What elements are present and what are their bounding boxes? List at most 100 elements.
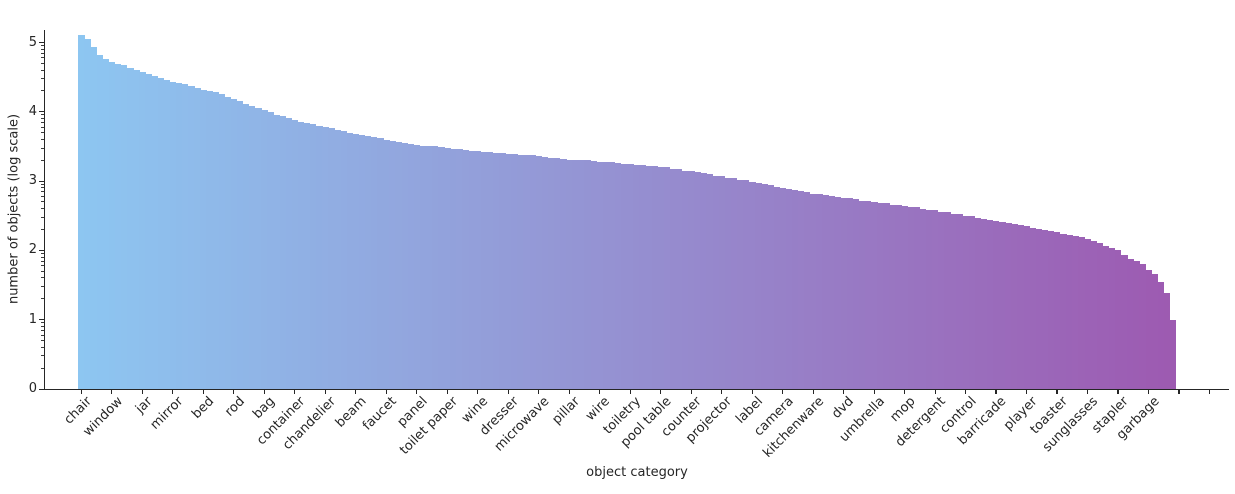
x-major-tick bbox=[751, 389, 753, 394]
bar bbox=[163, 79, 171, 389]
bar bbox=[358, 135, 366, 389]
bar bbox=[188, 86, 195, 389]
x-major-tick bbox=[782, 389, 784, 394]
bar bbox=[980, 218, 988, 389]
y-minor-tick bbox=[41, 260, 44, 262]
bar bbox=[505, 154, 512, 389]
bar bbox=[175, 82, 183, 389]
y-minor-tick bbox=[41, 367, 44, 369]
bar bbox=[462, 149, 469, 389]
bar bbox=[157, 77, 164, 389]
bar bbox=[1139, 264, 1146, 389]
bar bbox=[212, 92, 219, 389]
bar bbox=[858, 200, 866, 389]
x-major-tick bbox=[1147, 389, 1150, 394]
bar bbox=[1017, 224, 1024, 389]
x-major-tick bbox=[1086, 389, 1089, 394]
bar bbox=[96, 54, 104, 389]
bar bbox=[810, 193, 817, 389]
y-minor-tick bbox=[41, 277, 44, 279]
y-axis-spine bbox=[44, 30, 46, 390]
bar bbox=[401, 142, 408, 389]
bar bbox=[255, 108, 262, 389]
bar bbox=[755, 183, 762, 389]
bar bbox=[450, 148, 457, 389]
y-minor-tick bbox=[41, 138, 44, 140]
bar bbox=[657, 166, 665, 389]
bar bbox=[840, 197, 848, 389]
bar bbox=[297, 121, 305, 389]
bar bbox=[523, 155, 530, 389]
bar bbox=[1060, 233, 1067, 389]
y-major-tick bbox=[39, 42, 44, 44]
x-major-tick bbox=[812, 389, 814, 394]
bar bbox=[181, 84, 189, 389]
bar bbox=[486, 151, 494, 389]
x-major-tick bbox=[355, 389, 357, 394]
bar bbox=[584, 160, 591, 389]
bar bbox=[791, 190, 799, 389]
bar bbox=[602, 161, 610, 389]
bar bbox=[413, 145, 421, 389]
y-minor-tick bbox=[41, 45, 44, 47]
bar bbox=[468, 150, 476, 389]
bar bbox=[383, 139, 390, 389]
bar bbox=[608, 162, 616, 389]
y-minor-tick bbox=[41, 265, 44, 267]
bar bbox=[1041, 229, 1049, 389]
y-minor-tick bbox=[41, 62, 44, 64]
bar bbox=[962, 215, 969, 389]
bar bbox=[950, 213, 957, 389]
y-minor-tick bbox=[41, 322, 44, 324]
y-tick-label: 4 bbox=[28, 103, 37, 119]
y-minor-tick bbox=[41, 286, 44, 288]
bar bbox=[1090, 241, 1098, 389]
y-minor-tick bbox=[41, 187, 44, 189]
y-minor-tick bbox=[41, 346, 44, 348]
bar bbox=[346, 132, 354, 389]
bar bbox=[712, 175, 719, 389]
x-major-tick bbox=[995, 389, 997, 394]
bar bbox=[328, 128, 335, 389]
x-tick-label: rod bbox=[221, 394, 248, 420]
bar bbox=[352, 133, 360, 389]
y-tick-label: 2 bbox=[28, 242, 37, 258]
y-minor-tick bbox=[41, 195, 44, 197]
bar bbox=[169, 82, 177, 389]
x-major-tick bbox=[202, 389, 204, 394]
bar bbox=[334, 129, 341, 389]
bar bbox=[279, 115, 286, 389]
x-major-tick bbox=[1056, 389, 1058, 394]
y-tick-label: 3 bbox=[28, 173, 37, 189]
x-major-tick bbox=[873, 389, 875, 394]
bar bbox=[932, 210, 939, 389]
bar bbox=[151, 75, 158, 389]
y-minor-tick bbox=[41, 118, 44, 120]
bar bbox=[864, 201, 872, 389]
x-tick-label: faucet bbox=[360, 394, 400, 434]
bar bbox=[389, 140, 396, 389]
y-minor-tick bbox=[41, 270, 44, 272]
bar bbox=[1078, 237, 1085, 389]
bar bbox=[614, 163, 622, 389]
bar bbox=[206, 91, 213, 389]
bar bbox=[1023, 226, 1030, 389]
bar bbox=[669, 168, 677, 389]
x-major-tick bbox=[1025, 389, 1028, 394]
x-major-tick bbox=[324, 389, 326, 394]
bar bbox=[553, 158, 561, 389]
bar bbox=[694, 172, 701, 389]
x-major-tick bbox=[843, 389, 845, 394]
bar bbox=[651, 165, 658, 389]
bar bbox=[773, 186, 780, 389]
bar bbox=[974, 217, 982, 389]
y-minor-tick bbox=[41, 122, 44, 124]
x-major-tick bbox=[568, 389, 570, 394]
bar bbox=[547, 157, 555, 389]
bar bbox=[285, 118, 293, 389]
x-major-tick bbox=[660, 389, 662, 394]
bar bbox=[456, 149, 463, 389]
x-major-tick bbox=[446, 389, 448, 394]
bar bbox=[767, 185, 774, 389]
